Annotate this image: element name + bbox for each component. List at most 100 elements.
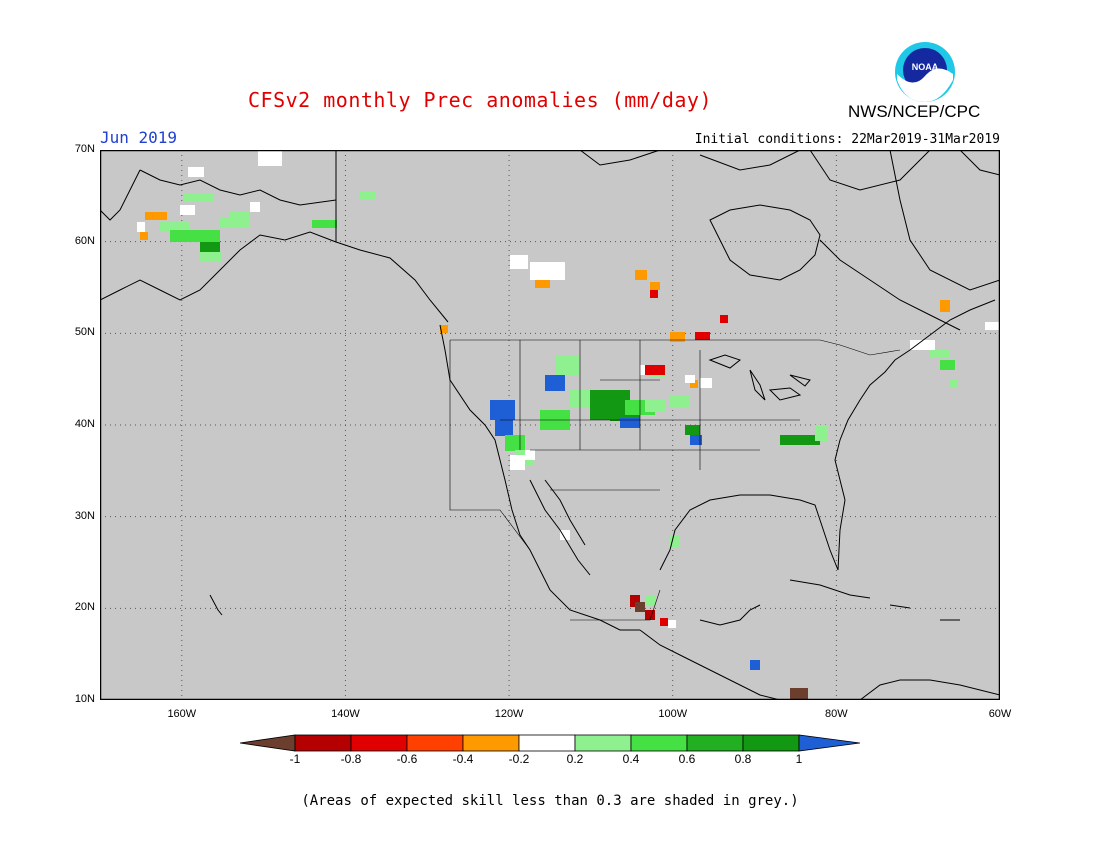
- anomaly-cell: [145, 212, 167, 220]
- anomaly-cell: [490, 400, 515, 420]
- anomaly-cells: [137, 150, 1000, 700]
- anomaly-cell: [184, 193, 214, 201]
- anomaly-cell: [815, 425, 827, 441]
- longitude-label: 160W: [167, 708, 197, 720]
- anomaly-cell: [670, 332, 685, 342]
- anomaly-cell: [650, 282, 660, 290]
- latitude-label: 70N: [74, 143, 95, 155]
- anomaly-cell: [670, 535, 680, 547]
- coastlines: [99, 149, 1001, 701]
- anomaly-cell: [635, 270, 647, 280]
- anomaly-cell: [525, 450, 535, 460]
- colorbar-label: -0.4: [452, 752, 474, 766]
- longitude-label: 140W: [331, 708, 360, 720]
- anomaly-cell: [690, 435, 702, 445]
- latitude-label: 20N: [74, 601, 95, 614]
- anomaly-cell: [780, 435, 820, 445]
- forecast-period: Jun 2019: [100, 128, 178, 147]
- anomaly-cell: [160, 222, 190, 232]
- longitude-label: 80W: [825, 708, 848, 720]
- colorbar-label: 0.6: [678, 752, 696, 766]
- anomaly-cell: [720, 315, 728, 323]
- anomaly-cell: [668, 620, 676, 628]
- anomaly-cell: [510, 455, 525, 470]
- map-title: CFSv2 monthly Prec anomalies (mm/day): [0, 88, 1100, 112]
- colorbar-label: -0.6: [396, 752, 418, 766]
- map-frame: [99, 149, 1001, 701]
- anomaly-cell: [645, 365, 665, 375]
- anomaly-cell: [170, 230, 220, 242]
- anomaly-cell: [635, 602, 645, 612]
- anomaly-cell: [620, 418, 640, 428]
- anomaly-cell: [188, 167, 204, 177]
- colorbar-segment: [630, 734, 688, 752]
- anomaly-cell: [505, 435, 525, 451]
- anomaly-cell: [645, 610, 655, 620]
- anomaly-cell: [940, 300, 950, 312]
- colorbar-high-triangle: [798, 734, 860, 752]
- map-canvas: [99, 149, 1001, 701]
- anomaly-cell: [360, 192, 375, 200]
- anomaly-cell: [510, 255, 528, 269]
- colorbar-label: 0.8: [734, 752, 752, 766]
- anomaly-cell: [750, 660, 760, 670]
- logo-text: NOAA: [912, 62, 939, 72]
- colorbar-segment: [406, 734, 464, 752]
- anomaly-cell: [670, 395, 690, 407]
- longitude-label: 120W: [494, 708, 524, 720]
- anomaly-cell: [645, 400, 665, 412]
- anomaly-cell: [940, 360, 955, 370]
- latitude-label: 40N: [74, 418, 95, 430]
- anomaly-cell: [140, 232, 148, 240]
- initial-conditions: Initial conditions: 22Mar2019-31Mar2019: [694, 132, 1000, 147]
- anomaly-cell: [690, 380, 698, 388]
- colorbar-segment: [686, 734, 744, 752]
- anomaly-cell: [200, 252, 222, 262]
- anomaly-cell: [440, 325, 448, 333]
- anomaly-cell: [910, 340, 935, 350]
- anomaly-cell: [650, 290, 658, 298]
- anomaly-cell: [220, 218, 235, 228]
- colorbar-label: 0.2: [566, 752, 584, 766]
- latitude-label: 30N: [74, 509, 95, 522]
- anomaly-cell: [700, 378, 712, 388]
- colorbar-low-triangle: [240, 734, 296, 752]
- anomaly-cell: [630, 595, 640, 607]
- colorbar-label: 1: [795, 752, 803, 766]
- anomaly-cell: [230, 212, 250, 228]
- colorbar-label: 0.4: [622, 752, 640, 766]
- colorbar-segment: [742, 734, 800, 752]
- anomaly-cell: [312, 220, 337, 228]
- noaa-logo: NOAA: [893, 40, 957, 104]
- skill-footnote: (Areas of expected skill less than 0.3 a…: [301, 793, 799, 809]
- latitude-label: 60N: [74, 234, 95, 247]
- anomaly-cell: [555, 355, 580, 375]
- political-borders: [449, 339, 901, 621]
- anomaly-cell: [695, 332, 710, 340]
- anomaly-cell: [530, 262, 565, 280]
- map-panel: [99, 149, 1001, 701]
- anomaly-cell: [258, 150, 282, 166]
- anomaly-cell: [200, 242, 220, 254]
- anomaly-cell: [560, 530, 570, 540]
- anomaly-cell: [495, 420, 513, 436]
- colorbar-segment: [462, 734, 520, 752]
- anomaly-cell: [180, 205, 195, 215]
- anomaly-cell: [660, 618, 668, 626]
- map-title-text: CFSv2 monthly Prec anomalies (mm/day): [247, 88, 713, 112]
- anomaly-cell: [535, 280, 550, 288]
- agency-label: NWS/NCEP/CPC: [848, 102, 981, 121]
- anomaly-cell: [545, 375, 565, 391]
- anomaly-cell: [137, 222, 145, 232]
- colorbar-label: -0.2: [508, 752, 530, 766]
- anomaly-cell: [950, 380, 958, 388]
- anomaly-cell: [685, 375, 695, 383]
- longitude-label: 100W: [658, 708, 688, 720]
- anomaly-cell: [685, 425, 700, 435]
- anomaly-cell: [790, 688, 808, 700]
- latitude-label: 10N: [74, 693, 95, 705]
- anomaly-cell: [985, 322, 1000, 330]
- longitude-label: 60W: [988, 708, 1012, 720]
- latitude-label: 50N: [74, 326, 95, 339]
- colorbar-segment: [294, 734, 352, 752]
